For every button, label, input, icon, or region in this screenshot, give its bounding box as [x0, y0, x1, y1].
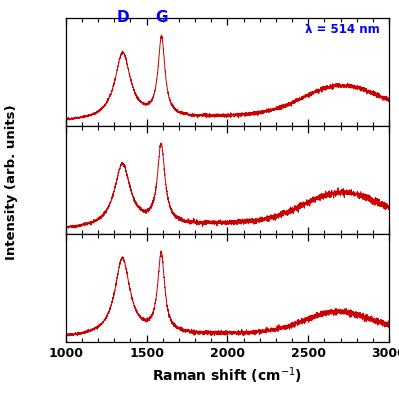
Text: Intensity (arb. units): Intensity (arb. units) — [6, 104, 18, 260]
Text: G: G — [155, 11, 168, 26]
X-axis label: Raman shift (cm$^{-1}$): Raman shift (cm$^{-1}$) — [152, 365, 302, 386]
Text: D: D — [117, 11, 129, 26]
Text: λ = 514 nm: λ = 514 nm — [304, 23, 379, 36]
